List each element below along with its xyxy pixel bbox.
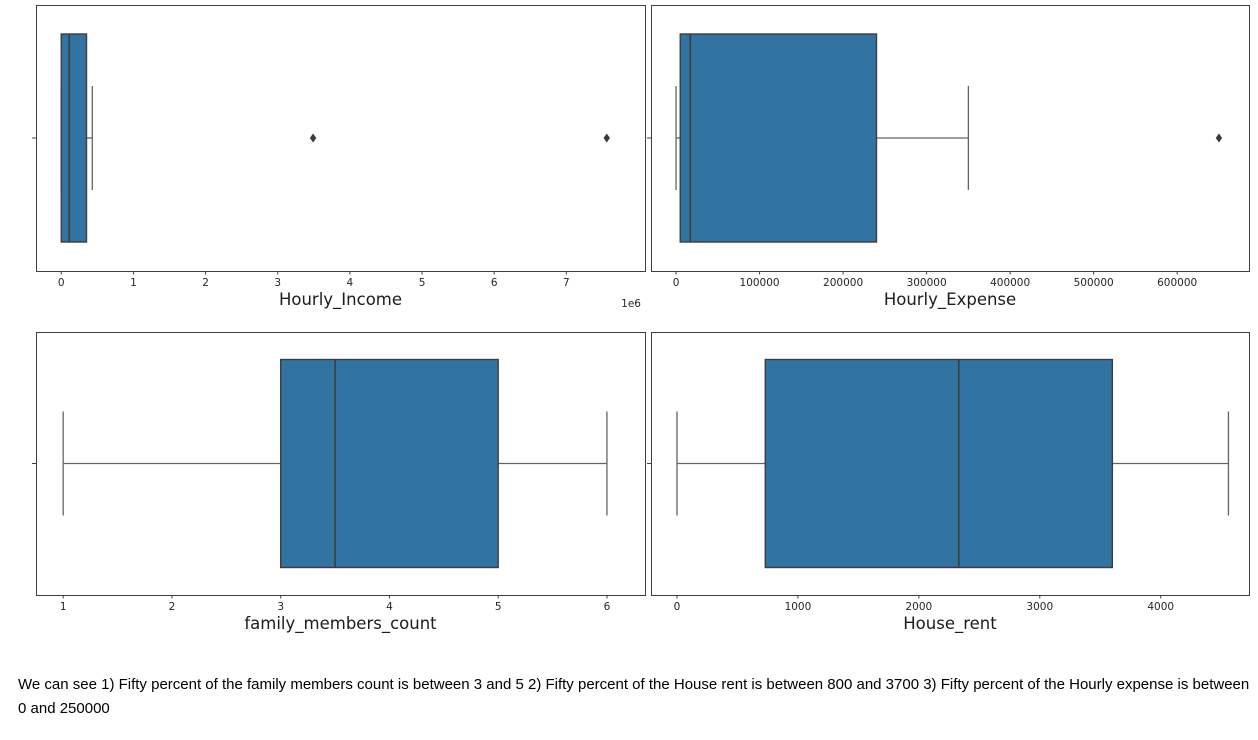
plot-border — [36, 332, 646, 596]
x-axis-label: family_members_count — [244, 614, 437, 634]
x-tick-label: 0 — [674, 601, 681, 613]
x-axis-ticks: 0 1000 2000 3000 4000 — [674, 595, 1174, 613]
x-tick-label: 1 — [130, 277, 137, 289]
x-tick-label: 4 — [347, 277, 354, 289]
x-tick-label: 2 — [202, 277, 209, 289]
x-axis-ticks: 1 2 3 4 5 6 — [60, 595, 611, 613]
x-tick-label: 3000 — [1026, 601, 1053, 613]
x-axis-ticks: 0 100000 200000 300000 400000 500000 600000 — [673, 271, 1197, 289]
x-tick-label: 500000 — [1074, 277, 1114, 289]
caption-text: We can see 1) Fifty percent of the famil… — [18, 676, 1250, 717]
plot-border — [651, 332, 1250, 596]
outlier-diamond — [1215, 133, 1223, 143]
plot-border — [651, 5, 1250, 272]
outlier-diamond — [603, 133, 610, 143]
whiskers — [62, 411, 608, 516]
x-tick-label: 4000 — [1147, 601, 1174, 613]
x-tick-label: 3 — [277, 601, 284, 613]
x-tick-label: 1 — [60, 601, 67, 613]
x-tick-label: 3 — [274, 277, 281, 289]
x-tick-label: 400000 — [990, 277, 1030, 289]
x-axis-label: Hourly_Expense — [884, 290, 1016, 310]
x-tick-label: 7 — [563, 277, 570, 289]
x-tick-label: 2000 — [905, 601, 932, 613]
outlier-diamond — [309, 133, 317, 143]
whiskers — [676, 411, 1230, 516]
x-tick-label: 0 — [58, 277, 65, 289]
x-tick-label: 300000 — [907, 277, 947, 289]
x-tick-label: 200000 — [823, 277, 863, 289]
iqr-box — [679, 33, 878, 243]
axis-offset-label: 1e6 — [621, 298, 641, 310]
boxplot-house-rent: 0 1000 2000 3000 4000 House_rent — [647, 332, 1250, 634]
boxplot-hourly-expense: 0 100000 200000 300000 400000 500000 600000 Hou… — [647, 5, 1250, 310]
x-axis-label: House_rent — [903, 614, 997, 634]
x-tick-label: 5 — [419, 277, 426, 289]
x-tick-label: 6 — [604, 601, 611, 613]
x-tick-label: 4 — [386, 601, 393, 613]
x-tick-label: 600000 — [1157, 277, 1197, 289]
x-tick-label: 1000 — [785, 601, 812, 613]
boxplot-family-members-count: 1 2 3 4 5 6 family_members_count — [32, 332, 646, 634]
iqr-box — [279, 358, 499, 569]
x-tick-label: 6 — [491, 277, 498, 289]
plot-border — [36, 5, 646, 272]
x-axis-ticks: 0 1 2 3 4 5 6 7 — [58, 271, 570, 289]
x-tick-label: 5 — [495, 601, 502, 613]
x-tick-label: 2 — [169, 601, 176, 613]
x-axis-label: Hourly_Income — [279, 290, 402, 310]
iqr-box — [60, 33, 88, 243]
x-tick-label: 100000 — [740, 277, 780, 289]
iqr-box — [764, 358, 1114, 569]
boxplot-hourly-income: 0 1 2 3 4 5 6 7 1e6 Hourly_Income — [32, 5, 646, 310]
whiskers — [675, 86, 970, 190]
x-tick-label: 0 — [673, 277, 680, 289]
